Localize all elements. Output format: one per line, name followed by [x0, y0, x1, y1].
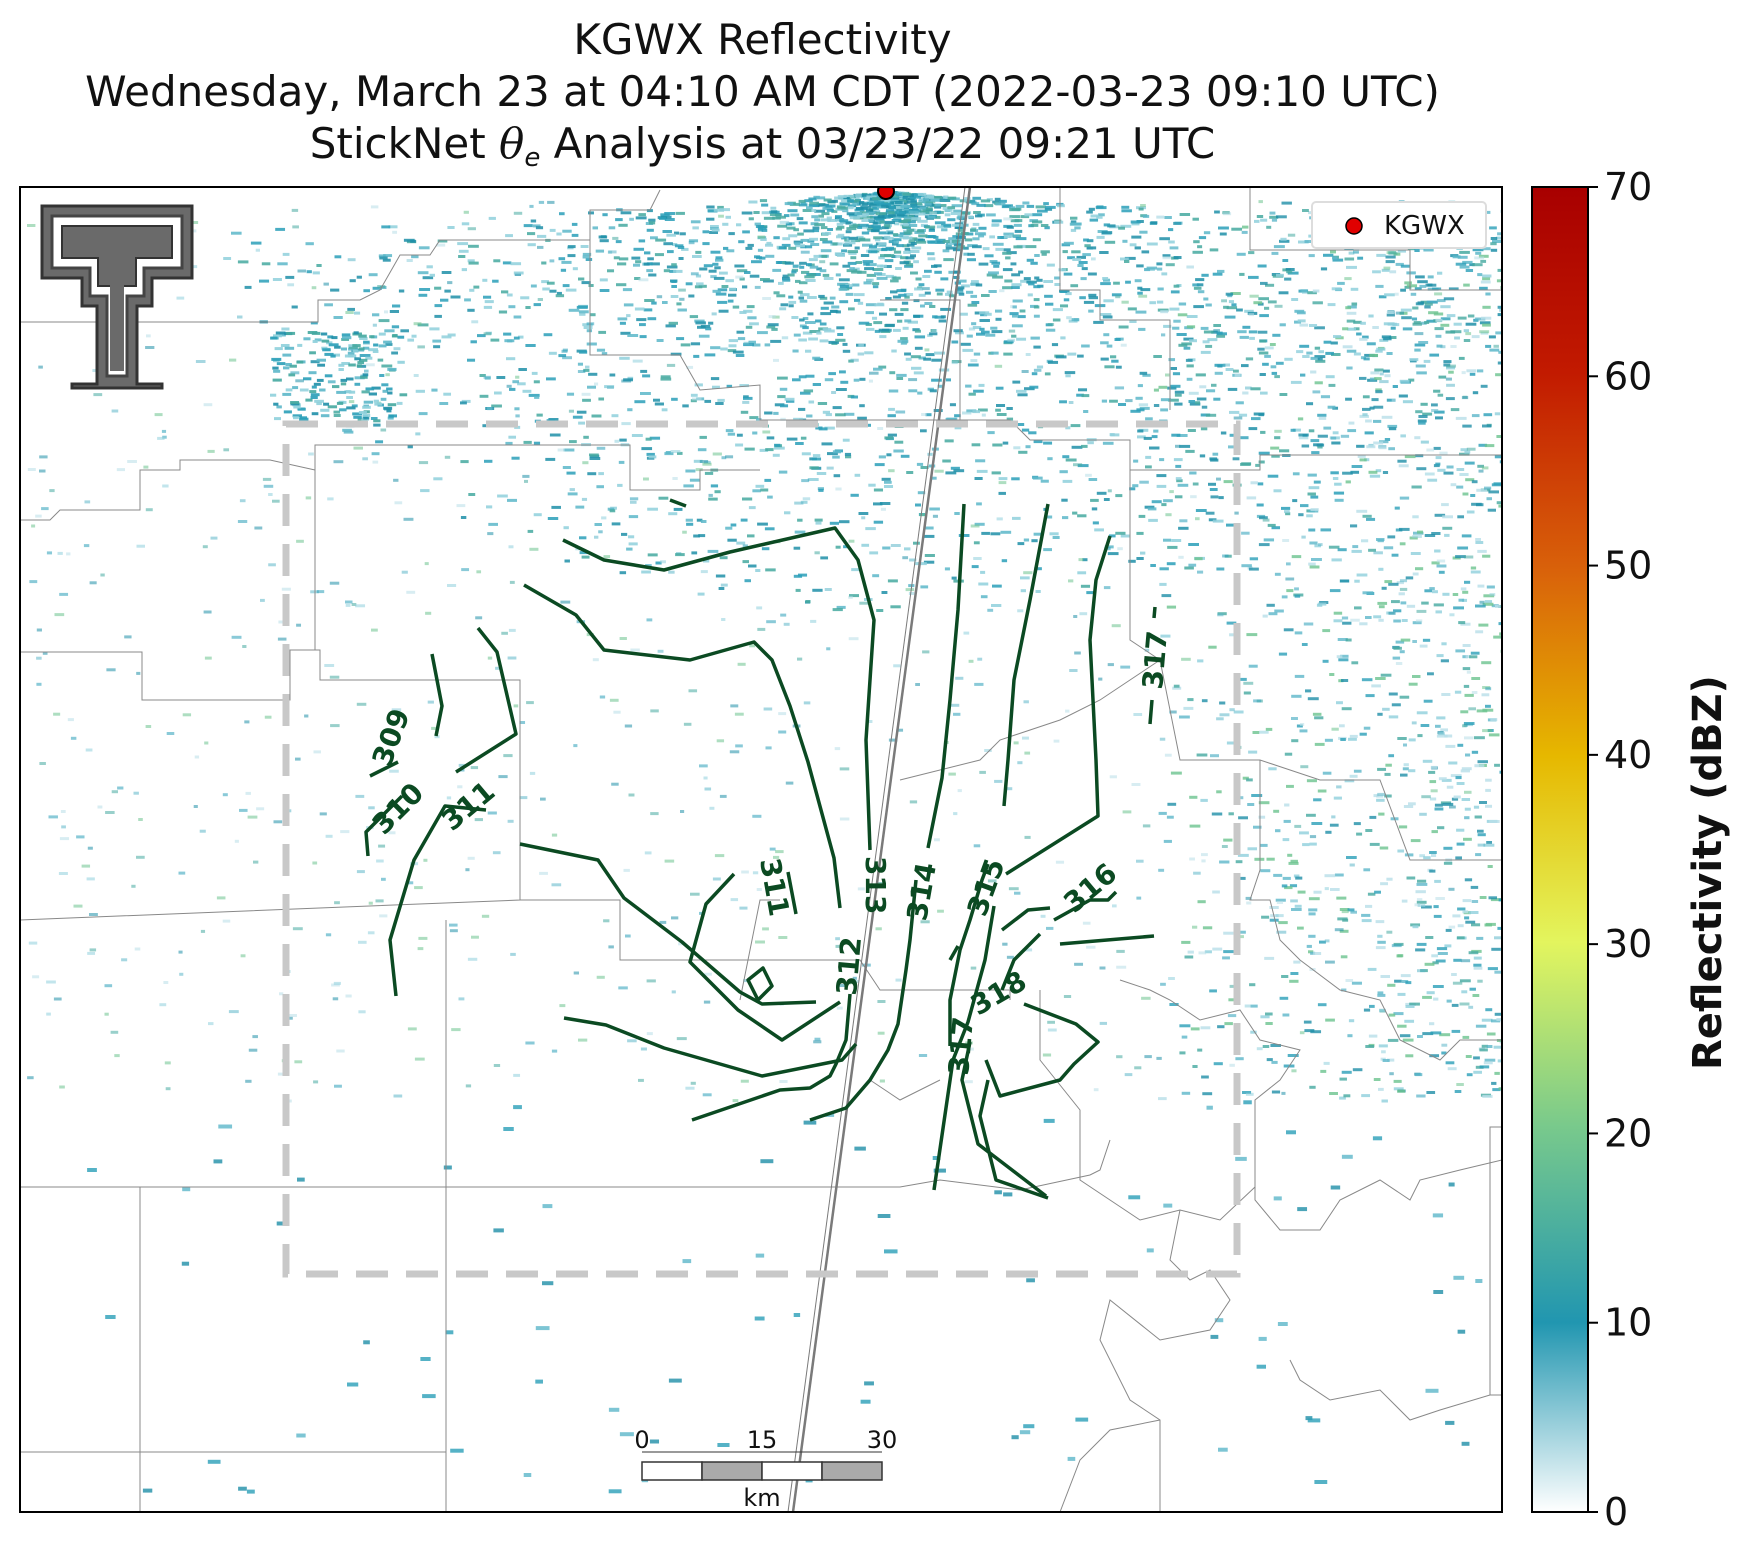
contour-label-317b: 317 — [942, 1016, 980, 1077]
contour-label-314: 314 — [900, 860, 943, 923]
contour-label-317a: 317 — [1136, 630, 1174, 691]
county-borders — [20, 187, 1502, 1512]
theta-subscript: e — [524, 143, 541, 173]
legend-marker — [1345, 217, 1363, 235]
colorbar-label: Reflectivity (dBZ) — [1685, 675, 1731, 1070]
contour-label-311a: 311 — [435, 775, 501, 838]
contour-labels: 309 310 311 311 312 313 314 315 316 317 … — [366, 630, 1174, 1077]
contour-317-right — [960, 1041, 1048, 1198]
state-line — [787, 187, 972, 1512]
theta-symbol: θ — [499, 119, 525, 168]
title-line-3-suffix: Analysis at 03/23/22 09:21 UTC — [540, 119, 1216, 168]
legend-label: KGWX — [1384, 211, 1465, 241]
colorbar-tick-label: 50 — [1604, 544, 1652, 588]
colorbar-tick-label: 10 — [1604, 1301, 1652, 1345]
contour-label-315: 315 — [961, 854, 1012, 920]
contour-310 — [364, 626, 518, 857]
analysis-domain-box — [282, 420, 1241, 1278]
map-frame — [19, 186, 1503, 1513]
contour-label-311b: 311 — [753, 855, 796, 918]
title-line-3-prefix: StickNet — [309, 119, 500, 168]
colorbar: 0 10 20 30 40 50 60 70 — [1531, 165, 1652, 1534]
colorbar-tick-label: 0 — [1604, 1490, 1628, 1534]
reflectivity-echoes — [27, 191, 1502, 1494]
radar-site-marker — [877, 187, 895, 200]
contour-315 — [948, 535, 1112, 1046]
colorbar-tick-label: 20 — [1604, 1111, 1652, 1155]
contour-small-top — [669, 498, 687, 508]
contour-311-diamond — [746, 966, 774, 1002]
legend: KGWX — [1311, 201, 1487, 249]
contour-311-loop — [519, 842, 858, 1078]
contour-label-313: 313 — [859, 856, 892, 914]
scale-tick-30: 30 — [867, 1426, 898, 1454]
contour-label-310: 310 — [366, 776, 431, 841]
scale-unit: km — [743, 1484, 780, 1512]
contour-316-line — [1000, 906, 1155, 946]
contour-309 — [369, 653, 444, 778]
theta-e-contours — [364, 498, 1157, 1200]
contour-312 — [562, 526, 876, 1122]
figure-title: KGWX Reflectivity Wednesday, March 23 at… — [0, 14, 1525, 184]
contour-313 — [809, 503, 966, 1122]
contour-316 — [978, 606, 1157, 1200]
contour-label-316: 316 — [1057, 857, 1123, 920]
texas-tech-logo — [40, 204, 194, 390]
colorbar-tick-label: 60 — [1604, 354, 1652, 398]
scale-tick-15: 15 — [747, 1426, 778, 1454]
contour-318 — [984, 1002, 1100, 1098]
contour-label-318: 318 — [965, 964, 1032, 1022]
colorbar-tick-label: 40 — [1604, 733, 1652, 777]
colorbar-tick-label: 30 — [1604, 922, 1652, 966]
contour-311-outer — [388, 583, 842, 997]
contour-label-312: 312 — [830, 936, 868, 997]
title-line-3: StickNet θe Analysis at 03/23/22 09:21 U… — [0, 118, 1525, 184]
colorbar-gradient — [1531, 186, 1589, 1513]
colorbar-tick-label: 70 — [1604, 165, 1652, 209]
contour-314 — [932, 503, 1050, 1191]
scale-bar: 0 15 30 km — [634, 1426, 897, 1512]
title-line-1: KGWX Reflectivity — [573, 15, 952, 64]
contour-311-inner — [688, 871, 841, 1042]
contour-label-309: 309 — [366, 704, 417, 770]
title-line-2: Wednesday, March 23 at 04:10 AM CDT (202… — [85, 67, 1440, 116]
scale-tick-0: 0 — [634, 1426, 649, 1454]
